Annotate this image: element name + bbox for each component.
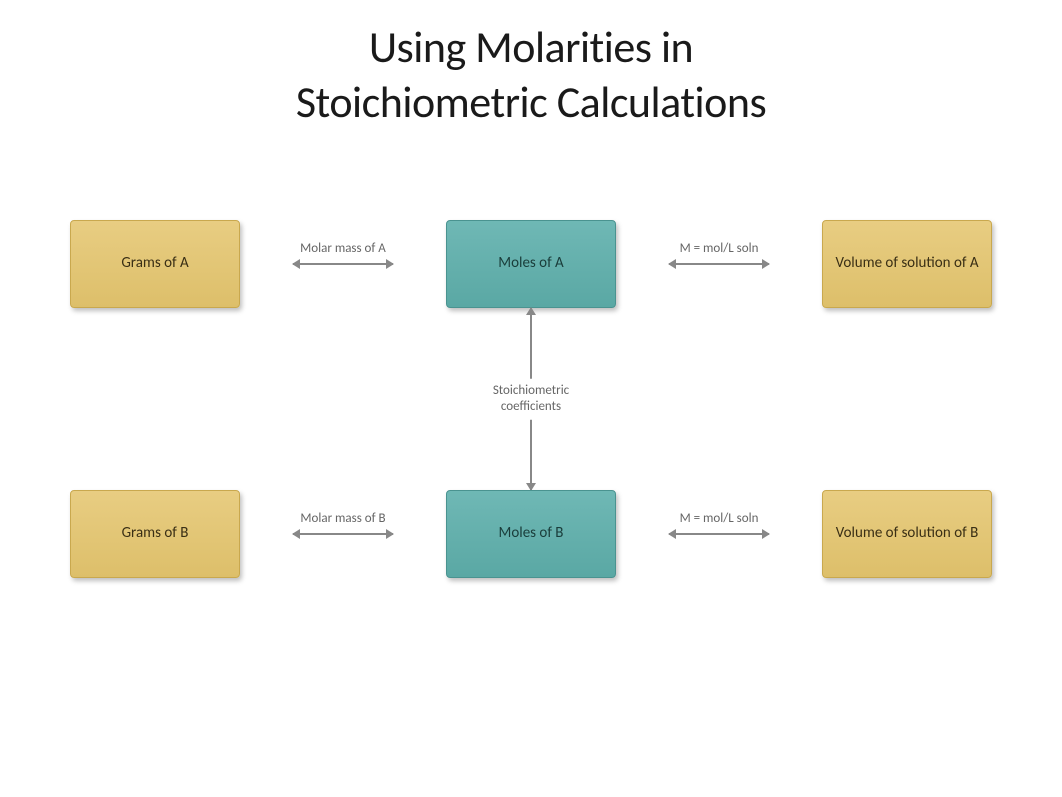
arrow-label-stoichiometric: Stoichiometric coefficients (466, 379, 596, 420)
volume-a-box: Volume of solution of A (822, 220, 992, 308)
double-arrow-icon (669, 263, 769, 265)
flowchart-diagram: Grams of A Molar mass of A Moles of A M … (0, 190, 1062, 730)
double-arrow-icon (293, 533, 393, 535)
grams-b-box: Grams of B (70, 490, 240, 578)
arrow-moles-a-to-b: Stoichiometric coefficients (530, 308, 532, 490)
arrow-moles-to-volume-b: M = mol/L soln (669, 533, 769, 535)
arrow-grams-to-moles-b: Molar mass of B (293, 533, 393, 535)
grams-a-box: Grams of A (70, 220, 240, 308)
slide-title: Using Molarities in Stoichiometric Calcu… (0, 0, 1062, 130)
arrow-moles-to-volume-a: M = mol/L soln (669, 263, 769, 265)
moles-a-box: Moles of A (446, 220, 616, 308)
volume-b-box: Volume of solution of B (822, 490, 992, 578)
flowchart-row-a: Grams of A Molar mass of A Moles of A M … (0, 220, 1062, 308)
arrow-label-molarity-a: M = mol/L soln (664, 241, 774, 257)
arrow-grams-to-moles-a: Molar mass of A (293, 263, 393, 265)
arrow-label-molarity-b: M = mol/L soln (664, 511, 774, 527)
title-line-2: Stoichiometric Calculations (296, 75, 766, 129)
double-arrow-icon (669, 533, 769, 535)
title-line-1: Using Molarities in (369, 20, 693, 74)
flowchart-row-b: Grams of B Molar mass of B Moles of B M … (0, 490, 1062, 578)
arrow-label-molar-mass-a: Molar mass of A (288, 241, 398, 257)
double-arrow-icon (293, 263, 393, 265)
arrow-label-molar-mass-b: Molar mass of B (288, 511, 398, 527)
moles-b-box: Moles of B (446, 490, 616, 578)
